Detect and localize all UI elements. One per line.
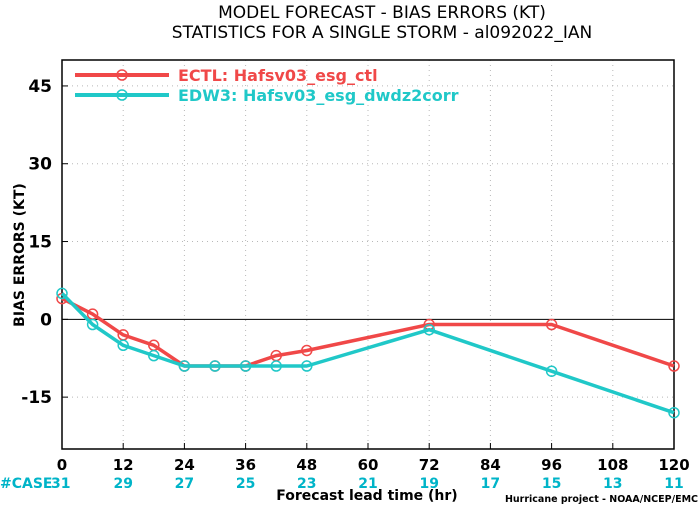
legend-label-1: ECTL: Hafsv03_esg_ctl — [178, 66, 378, 85]
x-tick-label: 0 — [57, 456, 67, 474]
case-count-label: 31 — [51, 476, 70, 492]
x-tick-labels: 0 12 24 36 48 60 72 84 96 108 120 — [57, 443, 690, 474]
series-2-point — [56, 287, 68, 300]
y-tick-label: 15 — [28, 233, 52, 253]
case-count-label: 29 — [113, 476, 132, 492]
x-tick-label: 72 — [419, 456, 440, 474]
x-axis-label: Forecast lead time (hr) — [276, 488, 457, 504]
legend-label-2: EDW3: Hafsv03_esg_dwdz2corr — [178, 86, 459, 105]
series-2-point — [117, 339, 129, 352]
x-tick-label: 60 — [358, 456, 379, 474]
series-1-point — [301, 344, 313, 357]
x-tick-label: 96 — [541, 456, 562, 474]
series-2-point — [668, 406, 680, 419]
series-line-2 — [60, 292, 675, 415]
case-count-label: 23 — [297, 476, 316, 492]
case-row-label: #CASE — [0, 476, 53, 492]
y-axis-label: BIAS ERRORS (KT) — [12, 183, 28, 327]
case-count-label: 19 — [419, 476, 438, 492]
legend-marker-2 — [116, 89, 128, 101]
case-count-label: 15 — [542, 476, 561, 492]
case-count-label: 25 — [236, 476, 255, 492]
y-tick-label: 0 — [40, 310, 52, 330]
x-tick-label: 12 — [113, 456, 134, 474]
x-tick-label: 84 — [480, 456, 501, 474]
credit-text: Hurricane project - NOAA/NCEP/EMC — [505, 494, 698, 505]
series-2-point — [178, 360, 191, 372]
series-2-point — [270, 360, 282, 372]
x-tick-label: 24 — [174, 456, 195, 474]
y-tick-label: 30 — [28, 155, 52, 175]
series-2-point — [209, 360, 221, 372]
legend-marker-1 — [116, 69, 128, 81]
x-tick-label: 108 — [597, 456, 628, 474]
case-count-label: 17 — [481, 476, 500, 492]
series-2-point — [239, 360, 252, 372]
case-count-label: 27 — [175, 476, 194, 492]
case-count-label: 11 — [664, 476, 683, 492]
case-count-label: 13 — [603, 476, 622, 492]
y-tick-labels: -15 0 15 30 45 — [21, 77, 68, 408]
case-count-label: 21 — [358, 476, 377, 492]
y-tick-label: 45 — [28, 77, 52, 97]
x-tick-label: 48 — [296, 456, 317, 474]
series-1-point — [668, 360, 680, 372]
chart-title-line1: MODEL FORECAST - BIAS ERRORS (KT) — [218, 3, 546, 23]
series-1-point — [545, 318, 558, 331]
series-2-point — [86, 318, 99, 331]
series-layer — [56, 287, 680, 419]
x-tick-label: 36 — [235, 456, 256, 474]
series-2-point — [148, 349, 160, 362]
series-2-point — [301, 360, 313, 372]
series-2-point — [423, 323, 435, 336]
x-tick-label: 120 — [658, 456, 689, 474]
grid — [62, 60, 674, 449]
y-tick-label: -15 — [21, 388, 52, 408]
series-2-point — [545, 365, 558, 377]
chart-title-line2: STATISTICS FOR A SINGLE STORM - al092022… — [172, 23, 592, 43]
